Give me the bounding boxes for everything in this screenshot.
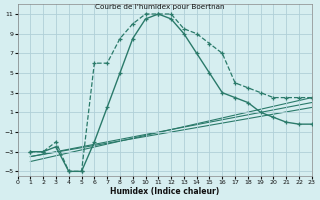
Text: Courbe de l'humidex pour Boertnan: Courbe de l'humidex pour Boertnan bbox=[95, 4, 225, 10]
X-axis label: Humidex (Indice chaleur): Humidex (Indice chaleur) bbox=[110, 187, 219, 196]
